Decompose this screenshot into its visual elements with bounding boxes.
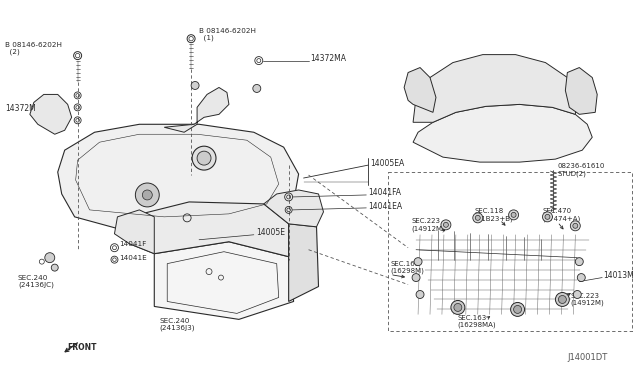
Text: 08236-61610
STUD(2): 08236-61610 STUD(2) — [557, 163, 605, 177]
Circle shape — [444, 222, 449, 227]
Text: SEC.240
(24136J3): SEC.240 (24136J3) — [159, 318, 195, 331]
Polygon shape — [115, 210, 154, 254]
Circle shape — [543, 212, 552, 222]
Text: B 08146-6202H
  (1): B 08146-6202H (1) — [199, 28, 256, 41]
Circle shape — [514, 305, 522, 313]
Text: 14041EA: 14041EA — [368, 202, 403, 211]
Circle shape — [192, 146, 216, 170]
Polygon shape — [264, 190, 323, 227]
Circle shape — [509, 210, 518, 220]
Circle shape — [253, 84, 260, 92]
Circle shape — [545, 214, 550, 219]
Text: SEC.223
(14912M): SEC.223 (14912M) — [411, 218, 445, 231]
Text: 14005EA: 14005EA — [371, 158, 404, 168]
Text: SEC.240
(24136JC): SEC.240 (24136JC) — [18, 275, 54, 288]
Text: SEC.118
(11B23+B): SEC.118 (11B23+B) — [475, 208, 513, 222]
Circle shape — [454, 304, 462, 311]
Text: 14041FA: 14041FA — [368, 189, 401, 198]
Circle shape — [412, 273, 420, 282]
Text: 14372MA: 14372MA — [310, 54, 346, 63]
Text: B 08146-6202H
  (2): B 08146-6202H (2) — [5, 42, 62, 55]
Circle shape — [573, 223, 578, 228]
Circle shape — [476, 215, 480, 220]
Text: 14041F: 14041F — [120, 241, 147, 247]
Text: SEC.163
(16298M): SEC.163 (16298M) — [390, 261, 424, 275]
Text: 14013M: 14013M — [603, 271, 634, 280]
Circle shape — [414, 258, 422, 266]
Circle shape — [570, 221, 580, 231]
Text: 14005E: 14005E — [256, 228, 285, 237]
Circle shape — [511, 302, 525, 317]
Polygon shape — [413, 105, 592, 162]
Polygon shape — [413, 55, 577, 122]
Polygon shape — [404, 68, 436, 112]
Polygon shape — [30, 94, 72, 134]
Circle shape — [197, 151, 211, 165]
Circle shape — [573, 291, 581, 298]
Circle shape — [451, 301, 465, 314]
Polygon shape — [565, 68, 597, 114]
Circle shape — [577, 273, 585, 282]
Text: J14001DT: J14001DT — [567, 353, 607, 362]
Text: SEC.223
(14912M): SEC.223 (14912M) — [570, 293, 604, 306]
Circle shape — [142, 190, 152, 200]
Polygon shape — [164, 87, 229, 132]
Circle shape — [136, 183, 159, 207]
Circle shape — [556, 292, 570, 307]
Text: SEC.470
(47474+A): SEC.470 (47474+A) — [543, 208, 580, 222]
Polygon shape — [289, 224, 319, 301]
Circle shape — [45, 253, 55, 263]
Text: 14372M: 14372M — [5, 104, 36, 113]
Circle shape — [416, 291, 424, 298]
Circle shape — [575, 258, 583, 266]
Circle shape — [473, 213, 483, 223]
Circle shape — [511, 212, 516, 217]
Circle shape — [441, 220, 451, 230]
Text: 14041E: 14041E — [120, 255, 147, 261]
Text: SEC.163
(16298MA): SEC.163 (16298MA) — [458, 315, 497, 328]
Circle shape — [51, 264, 58, 271]
Circle shape — [191, 81, 199, 89]
Polygon shape — [129, 202, 289, 257]
Circle shape — [558, 295, 566, 304]
Polygon shape — [58, 124, 299, 232]
Text: FRONT: FRONT — [68, 343, 97, 352]
Polygon shape — [154, 242, 294, 320]
